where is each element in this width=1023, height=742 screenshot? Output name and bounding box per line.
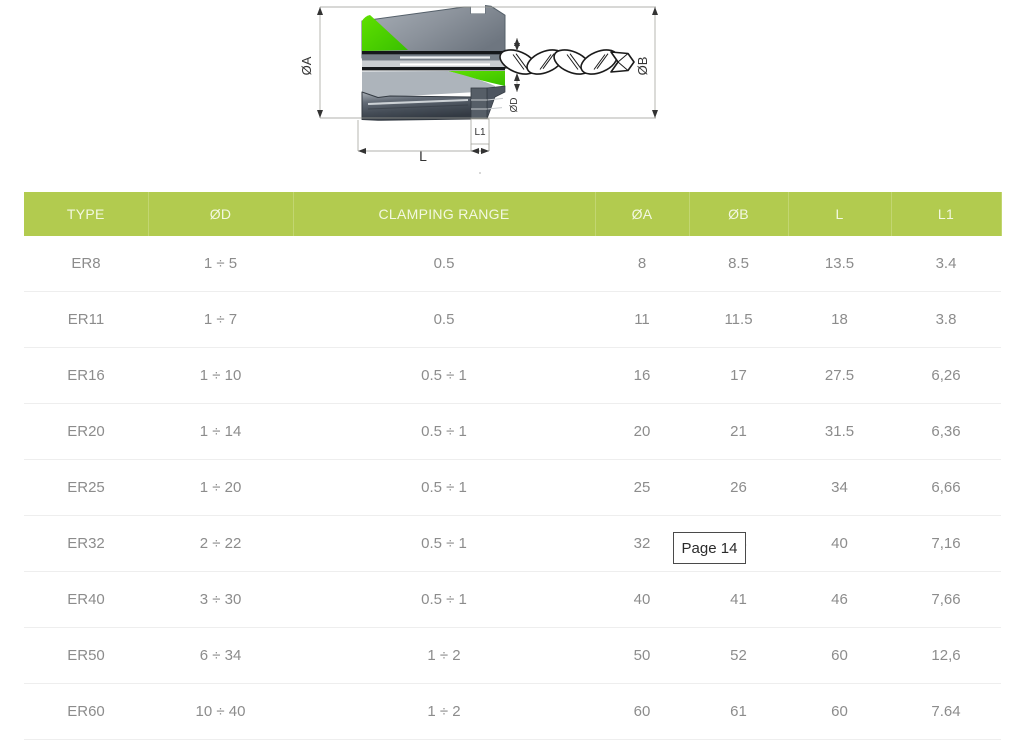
svg-text:L: L	[419, 148, 427, 164]
svg-text:ØB: ØB	[635, 57, 650, 76]
svg-text:ØA: ØA	[299, 56, 314, 75]
svg-text:L1: L1	[474, 127, 486, 138]
svg-text:ØD: ØD	[509, 98, 520, 113]
